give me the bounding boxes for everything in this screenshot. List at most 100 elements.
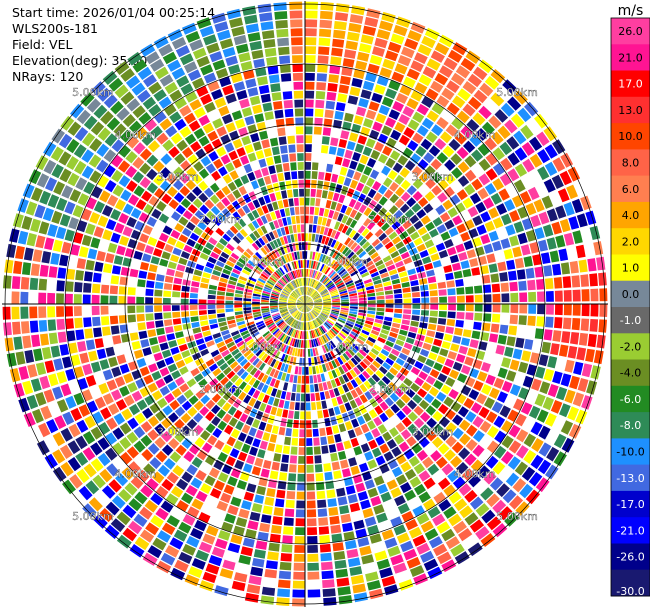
- gate: [367, 310, 376, 315]
- gate: [349, 219, 358, 229]
- gate: [430, 345, 440, 354]
- gate: [398, 215, 408, 225]
- gate: [334, 278, 342, 284]
- gate: [411, 286, 420, 292]
- gate: [488, 263, 498, 273]
- gate: [417, 44, 432, 57]
- gate: [313, 297, 322, 301]
- gate: [528, 405, 541, 419]
- gate: [324, 246, 330, 255]
- gate: [449, 254, 459, 264]
- gate: [305, 55, 316, 63]
- gate: [431, 185, 442, 196]
- gate: [321, 290, 329, 296]
- gate: [450, 343, 460, 352]
- gate: [305, 286, 307, 295]
- gate: [366, 313, 375, 318]
- gate: [478, 105, 492, 120]
- gate: [520, 402, 533, 415]
- gate: [322, 308, 331, 312]
- gate: [439, 296, 447, 303]
- colorbar-tick-label: -8.0: [620, 419, 641, 432]
- gate: [444, 239, 454, 249]
- gate: [436, 95, 450, 108]
- gate: [331, 296, 340, 300]
- gate: [310, 188, 316, 197]
- gate: [305, 301, 314, 304]
- gate: [407, 30, 422, 42]
- gate: [305, 126, 313, 135]
- gate: [305, 197, 310, 206]
- gate: [452, 42, 468, 56]
- gate: [348, 22, 362, 33]
- gate: [522, 158, 535, 173]
- gate: [398, 246, 408, 255]
- gate: [509, 314, 518, 325]
- gate: [518, 315, 527, 326]
- gate: [499, 141, 513, 156]
- gate: [541, 341, 551, 354]
- gate: [596, 334, 606, 349]
- gate: [385, 304, 394, 308]
- gate: [509, 359, 520, 371]
- gate: [392, 283, 402, 290]
- gate: [438, 249, 449, 259]
- gate: [490, 131, 504, 145]
- gate: [510, 113, 525, 128]
- gate: [566, 184, 578, 200]
- gate: [390, 250, 400, 259]
- gate: [305, 297, 311, 304]
- gate: [327, 269, 335, 277]
- gate: [321, 275, 327, 283]
- gate: [546, 304, 554, 315]
- gate: [331, 274, 339, 281]
- gate: [543, 126, 558, 142]
- gate: [341, 301, 349, 304]
- gate: [330, 272, 338, 280]
- gate: [465, 304, 474, 312]
- gate: [485, 168, 498, 181]
- gate: [356, 338, 365, 345]
- gate: [404, 160, 416, 171]
- gate: [305, 304, 313, 308]
- gate: [305, 188, 310, 197]
- gate: [567, 406, 579, 421]
- gate: [492, 162, 506, 176]
- gate: [305, 37, 317, 46]
- gate: [569, 375, 580, 390]
- gate: [305, 300, 313, 304]
- gate: [311, 233, 316, 242]
- gate: [384, 226, 394, 236]
- gate: [430, 80, 444, 93]
- gate: [486, 411, 498, 424]
- gate: [372, 121, 383, 132]
- gate: [448, 389, 459, 400]
- gate: [383, 177, 393, 188]
- gate: [462, 81, 477, 95]
- gate: [464, 169, 477, 182]
- gate: [497, 334, 507, 345]
- gate: [313, 126, 322, 135]
- gate: [463, 140, 476, 153]
- gate: [325, 256, 331, 265]
- gate: [441, 365, 451, 376]
- gate: [462, 103, 476, 117]
- gate: [562, 317, 572, 330]
- gate: [323, 208, 330, 218]
- gate: [316, 252, 321, 261]
- gate: [494, 109, 509, 123]
- gate: [559, 170, 572, 186]
- gate: [554, 304, 563, 316]
- gate: [519, 191, 532, 204]
- gate: [367, 63, 380, 74]
- gate: [446, 102, 460, 116]
- gate: [310, 289, 315, 297]
- gate: [330, 229, 337, 238]
- gate: [410, 153, 421, 164]
- gate: [357, 225, 366, 234]
- gate: [369, 54, 383, 66]
- gate: [434, 138, 447, 150]
- gate: [360, 89, 372, 100]
- gate: [417, 328, 427, 335]
- gate: [358, 204, 367, 214]
